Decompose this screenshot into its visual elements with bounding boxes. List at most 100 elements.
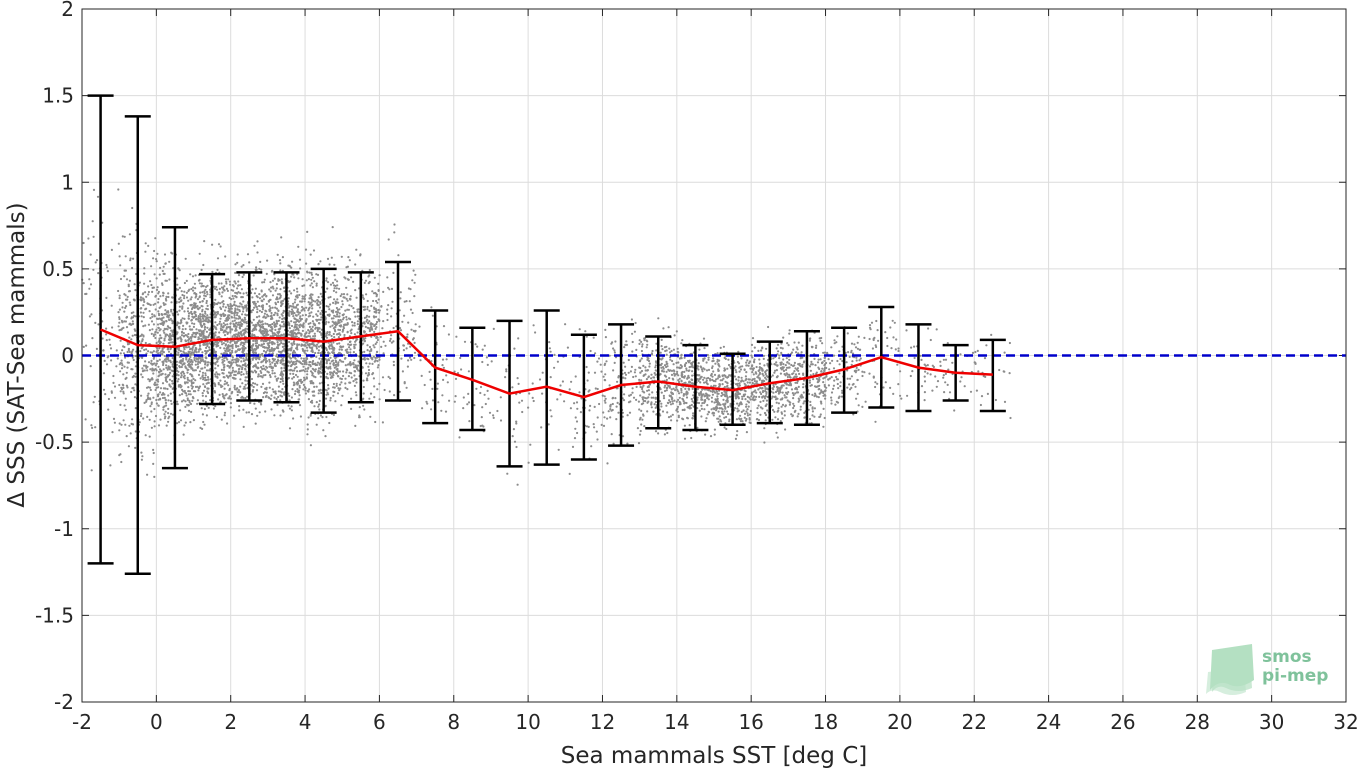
scatter-point [267,344,270,347]
scatter-point [183,352,186,355]
scatter-point [310,327,313,331]
scatter-point [226,315,229,318]
scatter-point [297,389,301,392]
scatter-point [294,306,298,309]
scatter-point [241,323,244,326]
scatter-point [206,387,209,390]
scatter-point [149,368,152,371]
scatter-point [575,420,579,423]
scatter-point [295,287,299,290]
scatter-point [290,275,293,278]
scatter-point [166,333,169,336]
scatter-point [203,328,206,331]
scatter-point [265,391,268,394]
scatter-point [273,414,276,417]
scatter-point [218,287,221,290]
scatter-point [337,319,340,322]
scatter-point [200,325,203,328]
scatter-point [118,294,121,297]
scatter-point [232,297,235,300]
scatter-point [219,302,222,305]
scatter-point [256,414,259,417]
scatter-point [231,356,234,359]
scatter-point [319,352,322,355]
scatter-point [235,317,238,320]
scatter-point [223,383,226,386]
scatter-point [131,368,134,371]
scatter-point [119,339,122,342]
scatter-point [329,356,332,359]
scatter-point [648,365,651,368]
scatter-point [261,300,264,303]
scatter-point [664,384,667,387]
scatter-point [348,346,351,349]
scatter-point [650,403,653,406]
scatter-point [317,296,320,299]
scatter-point [155,398,158,402]
scatter-point [155,379,158,382]
scatter-point [134,329,137,332]
scatter-point [350,332,353,335]
scatter-point [275,307,278,310]
scatter-point [296,303,299,306]
scatter-point [224,394,227,397]
scatter-point [337,301,340,304]
scatter-point [178,327,181,330]
scatter-point [221,328,224,331]
scatter-point [302,388,305,391]
scatter-point [661,370,664,373]
scatter-point [666,386,669,389]
scatter-point [556,360,560,363]
scatter-point [221,393,224,396]
scatter-point [206,304,209,307]
scatter-point [204,350,208,353]
scatter-point [339,324,343,327]
scatter-point [403,314,406,317]
scatter-point [161,317,164,320]
scatter-point [231,284,235,287]
scatter-point [643,374,646,377]
scatter-point [296,273,299,276]
scatter-point [255,358,258,361]
scatter-point [328,331,331,334]
scatter-point [291,344,294,347]
scatter-point [190,379,193,382]
scatter-point [292,315,295,318]
scatter-point [233,325,236,328]
scatter-point [413,281,416,284]
scatter-point [157,404,160,407]
scatter-point [616,401,619,404]
scatter-point [645,378,649,381]
scatter-point [105,263,108,267]
scatter-point [253,326,256,330]
scatter-point [159,295,162,298]
scatter-point [159,334,162,337]
scatter-point [170,310,173,313]
scatter-point [89,283,93,286]
scatter-point [162,302,165,305]
scatter-point [196,305,199,308]
scatter-point [231,390,234,394]
scatter-point [319,375,322,378]
scatter-point [643,339,646,342]
scatter-point [117,242,120,245]
scatter-point [177,374,180,377]
scatter-point [235,321,238,324]
scatter-point [224,330,227,333]
scatter-point [296,348,299,351]
scatter-point [368,320,371,323]
scatter-point [167,295,170,299]
scatter-point [442,378,445,381]
scatter-point [455,335,458,338]
scatter-point [390,287,394,290]
scatter-point [365,293,368,296]
scatter-point [255,342,259,345]
scatter-point [256,251,259,254]
scatter-point [303,295,306,298]
scatter-point [125,384,128,387]
scatter-point [236,314,239,317]
scatter-point [156,323,160,326]
scatter-point [307,315,310,318]
scatter-point [346,351,349,354]
scatter-point [190,384,193,387]
